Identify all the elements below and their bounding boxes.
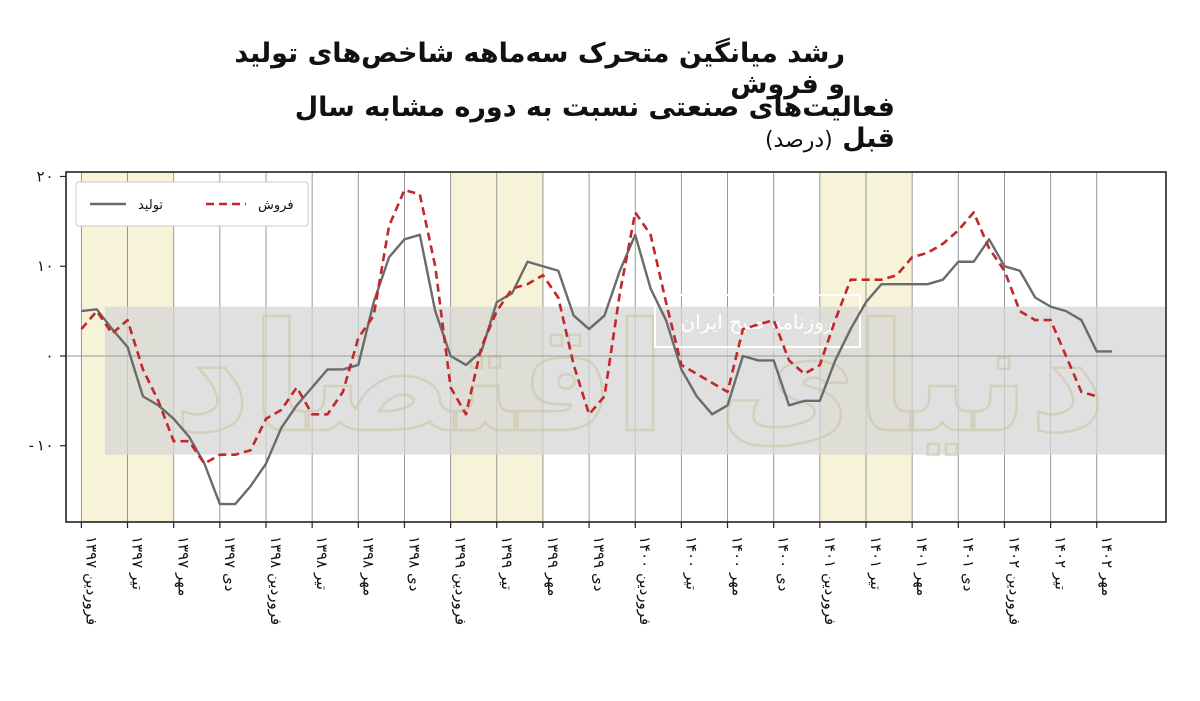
- y-tick-label-4: -۱۰: [27, 437, 54, 455]
- chart-title-line1: رشد میانگین متحرک سه‌ماهه شاخص‌های تولید…: [234, 38, 845, 100]
- y-tick-label-3: ۰: [45, 347, 54, 365]
- x-tick-label-3: مهر ۱۳۹۷: [175, 536, 193, 596]
- x-tick-label-15: مهر ۱۴۰۰: [729, 536, 747, 596]
- legend-box: [75, 181, 309, 227]
- x-tick-label-14: تیر ۱۴۰۰: [682, 536, 700, 590]
- x-tick-label-5: فروردین ۱۳۹۸: [267, 536, 285, 625]
- x-tick-label-6: تیر ۱۳۹۸: [313, 536, 331, 590]
- x-tick-label-11: مهر ۱۳۹۹: [544, 536, 562, 596]
- x-tick-label-8: دی ۱۳۹۸: [405, 536, 423, 591]
- x-tick-label-22: تیر ۱۴۰۲: [1052, 536, 1070, 590]
- x-tick-label-17: فروردین ۱۴۰۱: [821, 536, 839, 625]
- x-tick-label-1: فروردین ۱۳۹۷: [82, 536, 100, 625]
- x-tick-label-20: دی ۱۴۰۱: [959, 536, 977, 591]
- x-tick-label-13: فروردین ۱۴۰۰: [636, 536, 654, 625]
- legend-sales-label: فروش: [258, 198, 294, 213]
- chart-title-line2-main: فعالیت‌های صنعتی نسبت به دوره مشابه سال …: [294, 92, 895, 154]
- y-tick-label-2: ۱۰: [36, 257, 54, 275]
- chart-title-unit: (درصد): [764, 128, 833, 153]
- watermark-logo: دنیای اقتصاد: [172, 291, 1107, 468]
- x-tick-label-9: فروردین ۱۳۹۹: [452, 536, 470, 625]
- series-lines: [80, 188, 1113, 506]
- sales-line: [80, 188, 1098, 465]
- x-tick-label-7: مهر ۱۳۹۸: [359, 536, 377, 596]
- x-axis: فروردین ۱۳۹۷ تیر ۱۳۹۷ مهر ۱۳۹۷ دی ۱۳۹۷ فرورد…: [80, 522, 1116, 625]
- y-axis: ۲۰ ۱۰ ۰ -۱۰: [27, 167, 66, 455]
- y-tick-label-1: ۲۰: [36, 167, 54, 185]
- x-tick-label-16: دی ۱۴۰۰: [775, 536, 793, 591]
- x-tick-label-19: مهر ۱۴۰۱: [913, 536, 931, 596]
- watermark-logo-text: دنیای اقتصاد: [174, 292, 1107, 466]
- x-tick-label-12: دی ۱۳۹۹: [590, 536, 608, 591]
- watermark-label: روزنامه صبح ایران: [654, 294, 861, 348]
- legend: تولید فروش: [75, 181, 309, 227]
- x-tick-label-21: فروردین ۱۴۰۲: [1005, 536, 1023, 625]
- x-tick-label-23: مهر ۱۴۰۲: [1098, 536, 1116, 596]
- production-line: [81, 233, 1113, 506]
- x-tick-label-4: دی ۱۳۹۷: [221, 536, 239, 591]
- chart-title-line2: فعالیت‌های صنعتی نسبت به دوره مشابه سال …: [270, 92, 895, 154]
- plot-frame: [65, 171, 1167, 523]
- x-tick-label-2: تیر ۱۳۹۷: [129, 536, 147, 590]
- x-tick-label-10: تیر ۱۳۹۹: [498, 536, 516, 590]
- watermark-text: روزنامه صبح ایران: [680, 310, 833, 334]
- x-tick-label-18: تیر ۱۴۰۱: [867, 536, 885, 590]
- legend-production-label: تولید: [138, 198, 163, 213]
